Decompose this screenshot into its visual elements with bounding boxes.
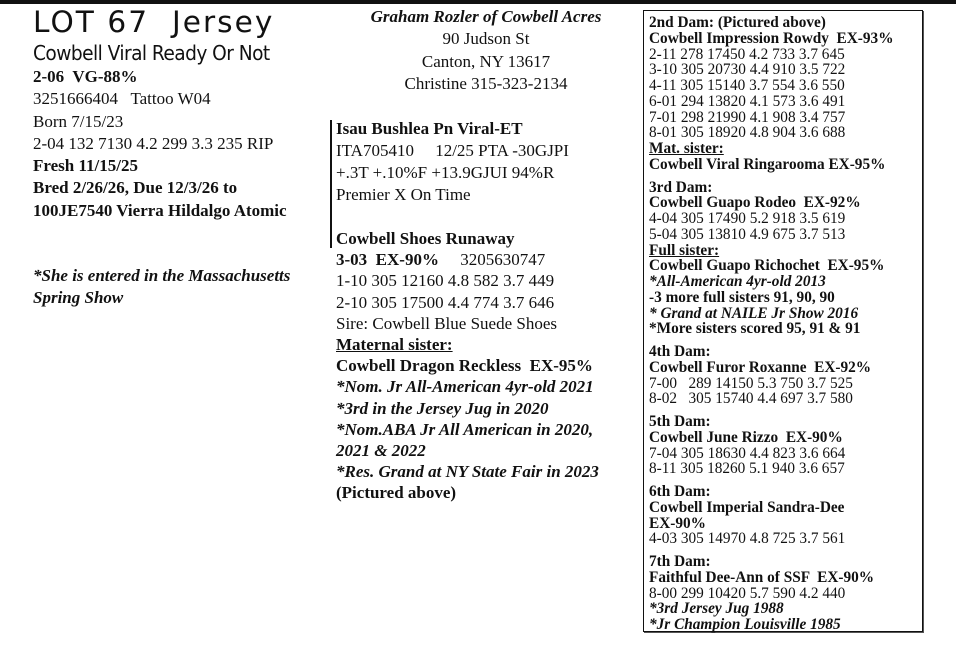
note: -3 more full sisters 91, 90, 90: [649, 288, 835, 306]
sister-label: Mat. sister:: [649, 140, 724, 157]
record: 7-04 305 18630 4.4 823 3.6 664: [649, 444, 846, 462]
record: 6-01 294 13820 4.1 573 3.6 491: [649, 92, 846, 110]
dam-class-line: 3-03 EX-90% 3205630747: [336, 249, 599, 270]
sister-name: Cowbell Dragon Reckless EX-95%: [336, 356, 593, 376]
second-dam: 2nd Dam: (Pictured above) Cowbell Impres…: [649, 15, 894, 173]
classification: 2-06 VG-88%: [33, 67, 138, 86]
sire-line: +.3T +.10%F +13.9GJUI 94%R: [336, 163, 555, 183]
lot-title: LOT 67 Jersey: [33, 5, 275, 39]
fifth-dam: 5th Dam: Cowbell June Rizzo EX-90% 7-04 …: [649, 414, 894, 477]
dam-name: Cowbell Impression Rowdy EX-93%: [649, 29, 894, 47]
dam-name: Cowbell June Rizzo EX-90%: [649, 428, 843, 446]
honor: *Nom.ABA Jr All American in 2020,: [336, 419, 594, 439]
seventh-dam: 7th Dam: Faithful Dee-Ann of SSF EX-90% …: [649, 554, 894, 633]
lot-info: LOT 67 Jersey Cowbell Viral Ready Or Not…: [33, 4, 333, 310]
record: 8-11 305 18260 5.1 940 3.6 657: [649, 460, 845, 478]
bred-info: Bred 2/26/26, Due 12/3/26 to: [33, 178, 238, 198]
third-dam: 3rd Dam: Cowbell Guapo Rodeo EX-92% 4-04…: [649, 178, 894, 338]
dam-name: Cowbell Imperial Sandra-Dee: [649, 498, 845, 516]
animal-name: Cowbell Viral Ready Or Not: [33, 41, 270, 65]
pictured-note: (Pictured above): [336, 483, 457, 503]
service-sire: 100JE7540 Vierra Hildalgo Atomic: [33, 200, 287, 220]
sixth-dam: 6th Dam: Cowbell Imperial Sandra-Dee EX-…: [649, 484, 894, 547]
note: *More sisters scored 95, 91 & 91: [649, 320, 861, 338]
note: *All-American 4yr-old 2013: [649, 273, 826, 290]
dam-record: 2-10 305 17500 4.4 774 3.7 646: [336, 292, 555, 312]
consignor-contact: Christine 315-323-2134: [404, 73, 568, 93]
record: 4-03 305 14970 4.8 725 3.7 561: [649, 530, 846, 548]
top-rule: [0, 0, 956, 4]
consignor-name: Graham Rozler of Cowbell Acres: [370, 7, 602, 26]
dam-class: 3-03 EX-90%: [336, 250, 439, 270]
consignor-street: 90 Judson St: [442, 29, 530, 49]
dam-label: 2nd Dam: (Pictured above): [649, 14, 826, 31]
sire-name: Isau Bushlea Pn Viral-ET: [336, 119, 523, 138]
consignor-city: Canton, NY 13617: [421, 51, 551, 71]
record: 3-10 305 20730 4.4 910 3.5 722: [649, 61, 846, 79]
sire-line: ITA705410 12/25 PTA -30GJPI: [336, 141, 569, 161]
dam-record: 1-10 305 12160 4.8 582 3.7 449: [336, 271, 555, 291]
dam-name: Cowbell Furor Roxanne EX-92%: [649, 358, 872, 376]
record: 4-04 305 17490 5.2 918 3.5 619: [649, 210, 846, 227]
dam-label: 4th Dam:: [649, 343, 711, 360]
record: 7-00 289 14150 5.3 750 3.7 525: [649, 374, 853, 392]
birth-date: Born 7/15/23: [33, 111, 124, 131]
dam-label: 7th Dam:: [649, 553, 711, 570]
pedigree-box: 2nd Dam: (Pictured above) Cowbell Impres…: [643, 10, 923, 632]
sister-label: Maternal sister:: [336, 335, 453, 355]
record: 2-11 278 17450 4.2 733 3.7 645: [649, 45, 845, 63]
record: 8-02 305 15740 4.4 697 3.7 580: [649, 390, 853, 408]
fresh-date: Fresh 11/15/25: [33, 156, 138, 176]
record: 8-00 299 10420 5.7 590 4.2 440: [649, 584, 846, 602]
dam-label: 6th Dam:: [649, 483, 711, 500]
honor: *3rd in the Jersey Jug in 2020: [336, 398, 549, 418]
sire-info: Isau Bushlea Pn Viral-ET ITA705410 12/25…: [336, 118, 569, 206]
dam-info: Cowbell Shoes Runaway 3-03 EX-90% 320563…: [336, 228, 599, 504]
dam-reg: 3205630747: [438, 250, 546, 270]
dam-name: Cowbell Shoes Runaway: [336, 229, 515, 248]
sire-line: Premier X On Time: [336, 185, 471, 205]
dam-class: EX-90%: [649, 514, 706, 532]
consignor: Graham Rozler of Cowbell Acres 90 Judson…: [340, 6, 632, 95]
show-note: Spring Show: [33, 288, 124, 308]
sister-name: Cowbell Viral Ringarooma EX-95%: [649, 155, 886, 173]
registration: 3251666404 Tattoo W04: [33, 89, 211, 109]
show-note: *She is entered in the Massachusetts: [33, 266, 291, 286]
record: 8-01 305 18920 4.8 904 3.6 688: [649, 124, 846, 142]
note: *3rd Jersey Jug 1988: [649, 600, 784, 618]
note: *Jr Champion Louisville 1985: [649, 616, 841, 633]
honor: *Nom. Jr All-American 4yr-old 2021: [336, 377, 594, 397]
honor: 2021 & 2022: [336, 441, 426, 461]
record: 4-11 305 15140 3.7 554 3.6 550: [649, 77, 845, 94]
sister-name: Cowbell Guapo Richochet EX-95%: [649, 257, 885, 275]
dam-label: 3rd Dam:: [649, 178, 713, 196]
dam-label: 5th Dam:: [649, 413, 711, 430]
pedigree-bracket: [330, 120, 332, 248]
sister-label: Full sister:: [649, 241, 720, 259]
fourth-dam: 4th Dam: Cowbell Furor Roxanne EX-92% 7-…: [649, 344, 894, 407]
honor: *Res. Grand at NY State Fair in 2023: [336, 462, 599, 482]
record: 7-01 298 21990 4.1 908 3.4 757: [649, 108, 846, 126]
record: 5-04 305 13810 4.9 675 3.7 513: [649, 225, 846, 243]
note: * Grand at NAILE Jr Show 2016: [649, 304, 859, 322]
dam-name: Faithful Dee-Ann of SSF EX-90%: [649, 568, 875, 586]
dam-name: Cowbell Guapo Rodeo EX-92%: [649, 194, 861, 212]
production-record: 2-04 132 7130 4.2 299 3.3 235 RIP: [33, 133, 274, 153]
dam-sire: Sire: Cowbell Blue Suede Shoes: [336, 313, 557, 333]
